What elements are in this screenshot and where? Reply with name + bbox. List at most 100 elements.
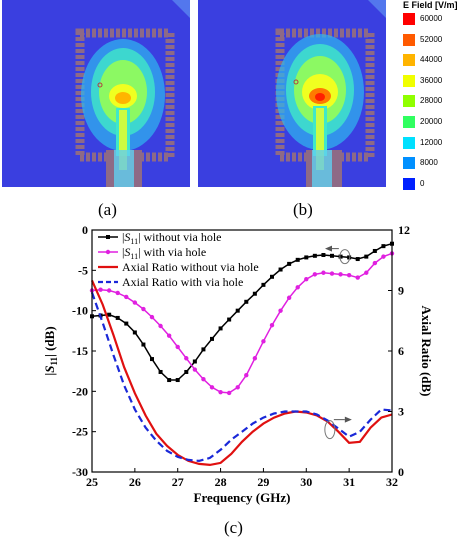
- panel-label-b: (b): [293, 200, 313, 219]
- colorbar-swatch: [403, 116, 415, 128]
- colorbar-swatch: [403, 177, 415, 190]
- x-axis-label: Frequency (GHz): [194, 490, 291, 505]
- series-point: [201, 377, 206, 382]
- arrow-left-axis-head: [325, 245, 332, 252]
- colorbar-swatch: [403, 157, 415, 170]
- series-point: [98, 287, 103, 292]
- series-point: [227, 317, 232, 322]
- e-field-colorbar: E Field [V/m] 60000 52000 44000 36000 28000 2…: [403, 0, 469, 195]
- series-point: [261, 282, 266, 287]
- colorbar-tick-label: 12000: [420, 137, 443, 147]
- series-point: [278, 308, 283, 313]
- colorbar-swatch: [403, 74, 415, 87]
- colorbar-tick-label: 28000: [420, 96, 443, 106]
- series-point: [372, 248, 377, 253]
- series-point: [304, 255, 309, 260]
- series-point: [218, 326, 223, 331]
- series-point: [364, 254, 369, 259]
- series-point: [175, 378, 180, 383]
- series-point: [381, 244, 386, 249]
- series-point: [124, 321, 129, 326]
- annotation-ellipse-s11: [339, 249, 351, 265]
- x-tick-label: 25: [86, 475, 98, 489]
- colorbar-tick-label: 36000: [420, 75, 443, 85]
- series-point: [210, 336, 214, 341]
- legend-marker: [105, 249, 111, 255]
- y-tick-label-right: 0: [398, 465, 404, 479]
- series-point: [115, 315, 120, 320]
- y-tick-label-right: 6: [398, 344, 404, 358]
- series-point: [107, 312, 112, 317]
- series-point: [132, 300, 138, 305]
- series-point: [235, 308, 240, 313]
- series-point: [364, 270, 369, 275]
- series-point: [338, 272, 343, 277]
- series-point: [235, 385, 240, 390]
- x-tick-label: 30: [300, 475, 312, 489]
- series-point: [330, 253, 334, 258]
- colorbar-tick-label: 60000: [420, 14, 443, 23]
- x-tick-label: 28: [215, 475, 227, 489]
- series-point: [312, 253, 317, 258]
- series-point: [244, 373, 249, 378]
- field-plot-with-via-hole: [198, 0, 386, 187]
- series-point: [184, 356, 189, 361]
- series-point: [158, 323, 163, 329]
- series-point: [166, 333, 172, 338]
- colorbar-tick-label: 8000: [420, 158, 438, 168]
- series-point: [252, 356, 258, 361]
- colorbar-title: E Field [V/m]: [403, 0, 458, 10]
- series-point: [355, 275, 360, 280]
- field-plot-without-via-hole: [2, 0, 190, 187]
- colorbar-tick-label: 52000: [420, 34, 443, 44]
- colorbar-swatch: [403, 136, 415, 149]
- series-point: [226, 390, 232, 396]
- y-tick-label-left: -20: [72, 384, 88, 398]
- series-point: [381, 254, 386, 259]
- series-point: [218, 389, 223, 395]
- series-line: [90, 292, 393, 463]
- series-point: [321, 253, 326, 258]
- series-point: [355, 257, 360, 262]
- series-point: [201, 347, 206, 352]
- y-tick-label-right: 9: [398, 284, 404, 298]
- legend-entry: |S11| without via hole: [122, 230, 222, 246]
- series-point: [312, 272, 318, 277]
- y-tick-label-right: 12: [398, 223, 410, 237]
- colorbar-swatch: [403, 95, 415, 108]
- colorbar-tick-label: 44000: [420, 55, 443, 65]
- series-point: [141, 342, 146, 347]
- legend-marker: [106, 235, 110, 239]
- series-point: [304, 277, 309, 282]
- y-tick-label-left: -10: [72, 304, 88, 318]
- series-point: [209, 385, 215, 390]
- series-point: [132, 330, 137, 335]
- series-point: [295, 257, 300, 262]
- y-axis-label-right: Axial Ratio (dB): [419, 306, 434, 397]
- y-tick-label-left: 0: [82, 223, 88, 237]
- legend-entry: Axial Ratio with via hole: [122, 275, 243, 289]
- y-tick-label-right: 3: [398, 405, 404, 419]
- series-point: [338, 254, 343, 259]
- annotation-ellipse-ar: [324, 420, 336, 440]
- series-point: [287, 261, 292, 266]
- series-point: [192, 359, 197, 364]
- series-line: [90, 279, 393, 467]
- x-tick-label: 32: [386, 475, 398, 489]
- series-point: [321, 270, 326, 275]
- series-point: [184, 369, 189, 374]
- series-point: [295, 285, 300, 290]
- colorbar-swatch: [403, 13, 415, 25]
- colorbar-swatch: [403, 33, 415, 46]
- x-tick-label: 31: [343, 475, 355, 489]
- series-point: [278, 267, 283, 272]
- series-point: [192, 367, 198, 372]
- series-point: [269, 322, 275, 328]
- series-point: [261, 339, 266, 344]
- colorbar-tick-label: 20000: [420, 117, 443, 126]
- s11-axial-ratio-chart: 25 26 27 28 29 30 31 320-5-10-15-20-25-30 036912…: [42, 223, 434, 505]
- arrow-right-axis-head: [344, 416, 352, 423]
- series-point: [244, 299, 249, 304]
- x-tick-label: 27: [172, 475, 184, 489]
- series-point: [252, 291, 257, 296]
